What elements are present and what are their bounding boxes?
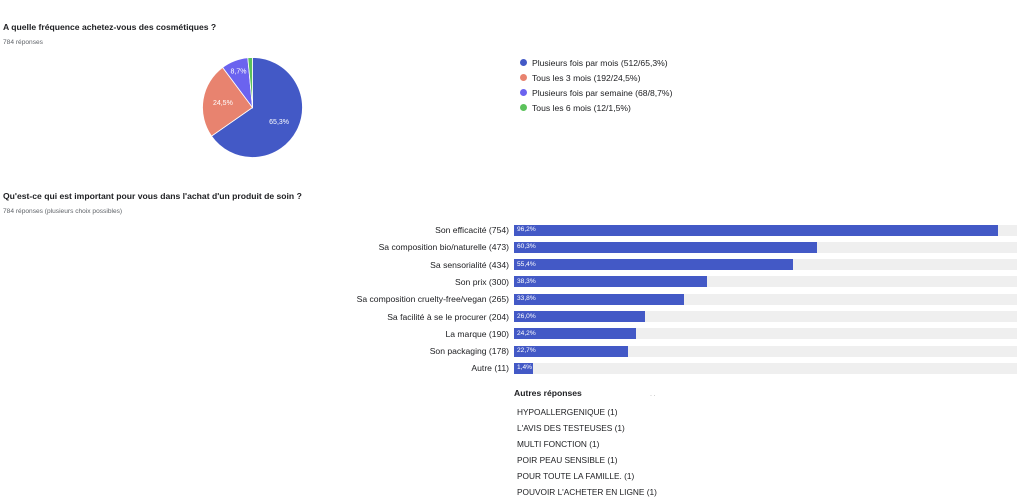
other-response-item-5: POUVOIR L'ACHETER EN LIGNE (1): [517, 487, 657, 497]
legend-dot-icon: [520, 104, 527, 111]
bar-track-5: 26,0%: [514, 311, 1017, 322]
bar-track-4: 33,8%: [514, 293, 1017, 305]
legend-item-2: Plusieurs fois par semaine (68/8,7%): [520, 85, 672, 100]
bar-value-label-8: 1,4%: [517, 364, 533, 372]
bar-value-label-4: 33,8%: [517, 295, 536, 303]
pie-legend: Plusieurs fois par mois (512/65,3%) Tous …: [520, 55, 672, 115]
other-response-item-0: HYPOALLERGENIQUE (1): [517, 407, 618, 417]
bar-value-label-0: 96,2%: [517, 226, 536, 233]
bar-category-label-6: La marque (190): [445, 328, 509, 339]
bar-value-label-3: 38,3%: [517, 277, 536, 285]
bar-category-label-8: Autre (11): [471, 363, 509, 374]
bar-track-6: 24,2%: [514, 328, 1017, 340]
other-response-item-2: MULTI FONCTION (1): [517, 439, 600, 449]
bar-value-label-5: 26,0%: [517, 312, 536, 320]
bar-3: 38,3%: [514, 276, 707, 288]
other-responses-title: Autres réponses: [514, 388, 582, 398]
bar-category-label-4: Sa composition cruelty-free/vegan (265): [356, 294, 509, 305]
bar-category-label-1: Sa composition bio/naturelle (473): [378, 242, 509, 253]
bar-category-label-0: Son efficacité (754): [435, 225, 509, 235]
legend-label: Tous les 6 mois (12/1,5%): [532, 102, 631, 113]
bar-7: 22,7%: [514, 345, 629, 357]
other-response-item-1: L'AVIS DES TESTEUSES (1): [517, 423, 625, 433]
bar-track-3: 38,3%: [514, 276, 1017, 288]
bar-0: 96,2%: [514, 224, 998, 236]
legend-label: Plusieurs fois par semaine (68/8,7%): [532, 87, 673, 98]
bar-value-label-6: 24,2%: [517, 329, 536, 337]
bar-track-2: 55,4%: [514, 259, 1017, 271]
legend-dot-icon: [520, 89, 527, 96]
bar-category-label-5: Sa facilité à se le procurer (204): [387, 311, 509, 322]
pie-slice-label-0: 65,3%: [269, 119, 289, 126]
legend-label: Tous les 3 mois (192/24,5%): [532, 72, 641, 83]
bar-category-label-7: Son packaging (178): [429, 346, 509, 357]
pie-slice-label-2: 8,7%: [231, 69, 247, 76]
bar-1: 60,3%: [514, 241, 818, 253]
question-2-title: Qu'est-ce qui est important pour vous da…: [3, 191, 302, 201]
bar-category-label-2: Sa sensorialité (434): [430, 259, 509, 270]
legend-dot-icon: [520, 59, 527, 66]
pie-chart: 65,3% 24,5% 8,7%: [202, 57, 303, 158]
question-1-title: A quelle fréquence achetez-vous des cosm…: [3, 22, 217, 32]
bar-track-0: 96,2%: [514, 224, 1017, 236]
legend-item-0: Plusieurs fois par mois (512/65,3%): [520, 55, 672, 70]
pie-slice-0: [210, 57, 303, 158]
bar-value-label-1: 60,3%: [517, 243, 536, 251]
bar-4: 33,8%: [514, 293, 684, 305]
bar-value-label-2: 55,4%: [517, 260, 536, 268]
pagination-dots: · ·: [650, 393, 656, 399]
legend-item-1: Tous les 3 mois (192/24,5%): [520, 70, 672, 85]
question-1-response-count: 784 réponses: [3, 39, 43, 46]
question-2-response-count: 784 réponses (plusieurs choix possibles): [3, 208, 123, 215]
other-response-item-4: POUR TOUTE LA FAMILLE. (1): [517, 471, 635, 481]
legend-label: Plusieurs fois par mois (512/65,3%): [532, 57, 668, 68]
pie-slice-3: [247, 57, 253, 108]
legend-item-3: Tous les 6 mois (12/1,5%): [520, 100, 672, 115]
bar-6: 24,2%: [514, 328, 636, 340]
bar-track-1: 60,3%: [514, 241, 1017, 253]
bar-2: 55,4%: [514, 259, 793, 271]
other-response-item-3: POIR PEAU SENSIBLE (1): [517, 455, 618, 465]
pie-slice-label-1: 24,5%: [213, 100, 233, 107]
bar-8: 1,4%: [514, 362, 533, 374]
bar-track-8: 1,4%: [514, 362, 1017, 374]
bar-5: 26,0%: [514, 311, 645, 322]
other-responses-list: HYPOALLERGENIQUE (1) L'AVIS DES TESTEUSES…: [517, 404, 657, 500]
pie-slice-1: [202, 66, 254, 137]
bar-track-7: 22,7%: [514, 345, 1017, 357]
bar-value-label-7: 22,7%: [517, 347, 536, 355]
bar-category-label-3: Son prix (300): [455, 276, 509, 287]
legend-dot-icon: [520, 74, 527, 81]
